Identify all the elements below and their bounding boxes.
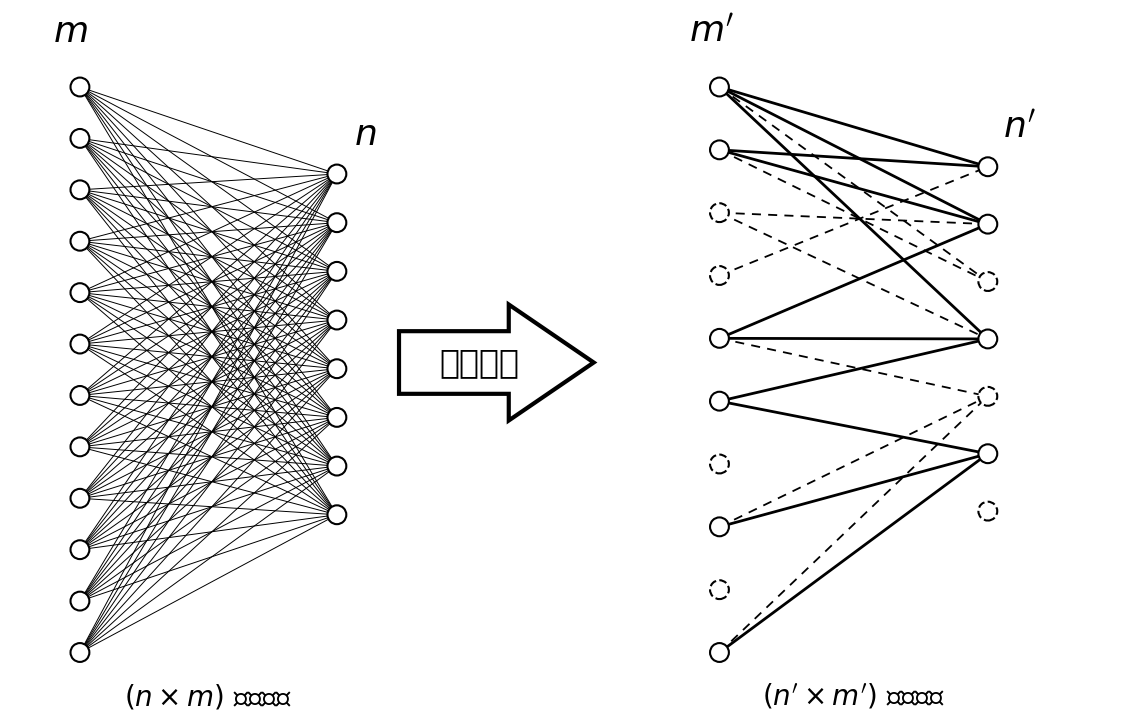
Text: $(n'\times m')$ 稀疏矩阵: $(n'\times m')$ 稀疏矩阵 (762, 682, 946, 712)
Circle shape (71, 386, 89, 405)
Circle shape (710, 141, 729, 160)
Text: $(n\times m)$ 致密矩阵: $(n\times m)$ 致密矩阵 (124, 682, 292, 711)
Circle shape (328, 213, 346, 232)
Circle shape (71, 643, 89, 662)
Circle shape (71, 437, 89, 456)
Circle shape (328, 262, 346, 281)
Circle shape (71, 181, 89, 199)
Circle shape (71, 489, 89, 508)
Circle shape (328, 408, 346, 427)
Circle shape (710, 78, 729, 96)
Circle shape (979, 215, 997, 233)
Text: $n$: $n$ (354, 118, 376, 152)
Text: $m$: $m$ (53, 15, 87, 49)
Circle shape (710, 518, 729, 536)
Circle shape (710, 203, 729, 222)
Polygon shape (399, 304, 594, 420)
Circle shape (979, 157, 997, 176)
Circle shape (979, 444, 997, 463)
Circle shape (710, 455, 729, 473)
Circle shape (71, 232, 89, 251)
Circle shape (710, 643, 729, 662)
Circle shape (71, 283, 89, 302)
Circle shape (328, 505, 346, 524)
Circle shape (710, 392, 729, 410)
Circle shape (328, 310, 346, 329)
Circle shape (710, 266, 729, 285)
Circle shape (979, 329, 997, 349)
Circle shape (979, 387, 997, 406)
Circle shape (328, 165, 346, 183)
Circle shape (71, 78, 89, 96)
Circle shape (71, 335, 89, 354)
Circle shape (71, 129, 89, 148)
Text: $m'$: $m'$ (689, 15, 734, 49)
Text: 双轴稀疏: 双轴稀疏 (440, 346, 520, 379)
Circle shape (710, 580, 729, 599)
Circle shape (328, 360, 346, 378)
Circle shape (71, 592, 89, 610)
Text: $n'$: $n'$ (1004, 111, 1037, 145)
Circle shape (979, 272, 997, 291)
Circle shape (328, 457, 346, 476)
Circle shape (710, 329, 729, 348)
Circle shape (71, 540, 89, 559)
Circle shape (979, 502, 997, 521)
